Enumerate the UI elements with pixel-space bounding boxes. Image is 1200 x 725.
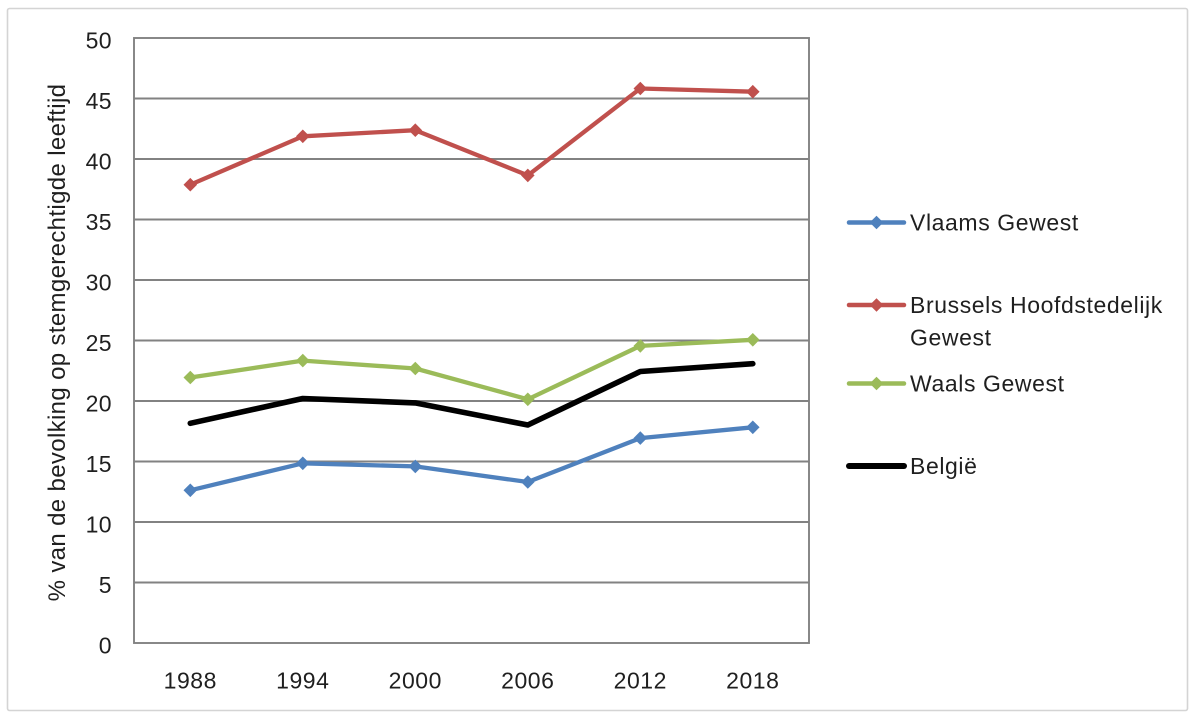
svg-text:35: 35 [86, 209, 112, 235]
svg-text:45: 45 [86, 88, 112, 114]
svg-text:België: België [910, 453, 978, 479]
svg-text:% van de bevolking op stemgere: % van de bevolking op stemgerechtigde le… [44, 84, 71, 602]
svg-text:2006: 2006 [501, 668, 554, 694]
svg-text:1994: 1994 [276, 668, 329, 694]
svg-text:15: 15 [86, 451, 112, 477]
svg-text:5: 5 [99, 572, 112, 598]
svg-text:2018: 2018 [726, 668, 779, 694]
svg-text:20: 20 [86, 390, 112, 416]
svg-text:Brussels Hoofdstedelijk: Brussels Hoofdstedelijk [910, 292, 1163, 318]
svg-text:40: 40 [86, 148, 112, 174]
svg-text:2000: 2000 [389, 668, 442, 694]
svg-text:30: 30 [86, 269, 112, 295]
svg-text:1988: 1988 [164, 668, 217, 694]
svg-text:Gewest: Gewest [910, 325, 992, 351]
svg-text:Vlaams Gewest: Vlaams Gewest [910, 210, 1079, 236]
svg-text:25: 25 [86, 330, 112, 356]
svg-text:0: 0 [99, 632, 112, 658]
svg-text:2012: 2012 [614, 668, 667, 694]
svg-text:Waals Gewest: Waals Gewest [910, 371, 1065, 397]
svg-text:10: 10 [86, 511, 112, 537]
svg-text:50: 50 [86, 27, 112, 53]
